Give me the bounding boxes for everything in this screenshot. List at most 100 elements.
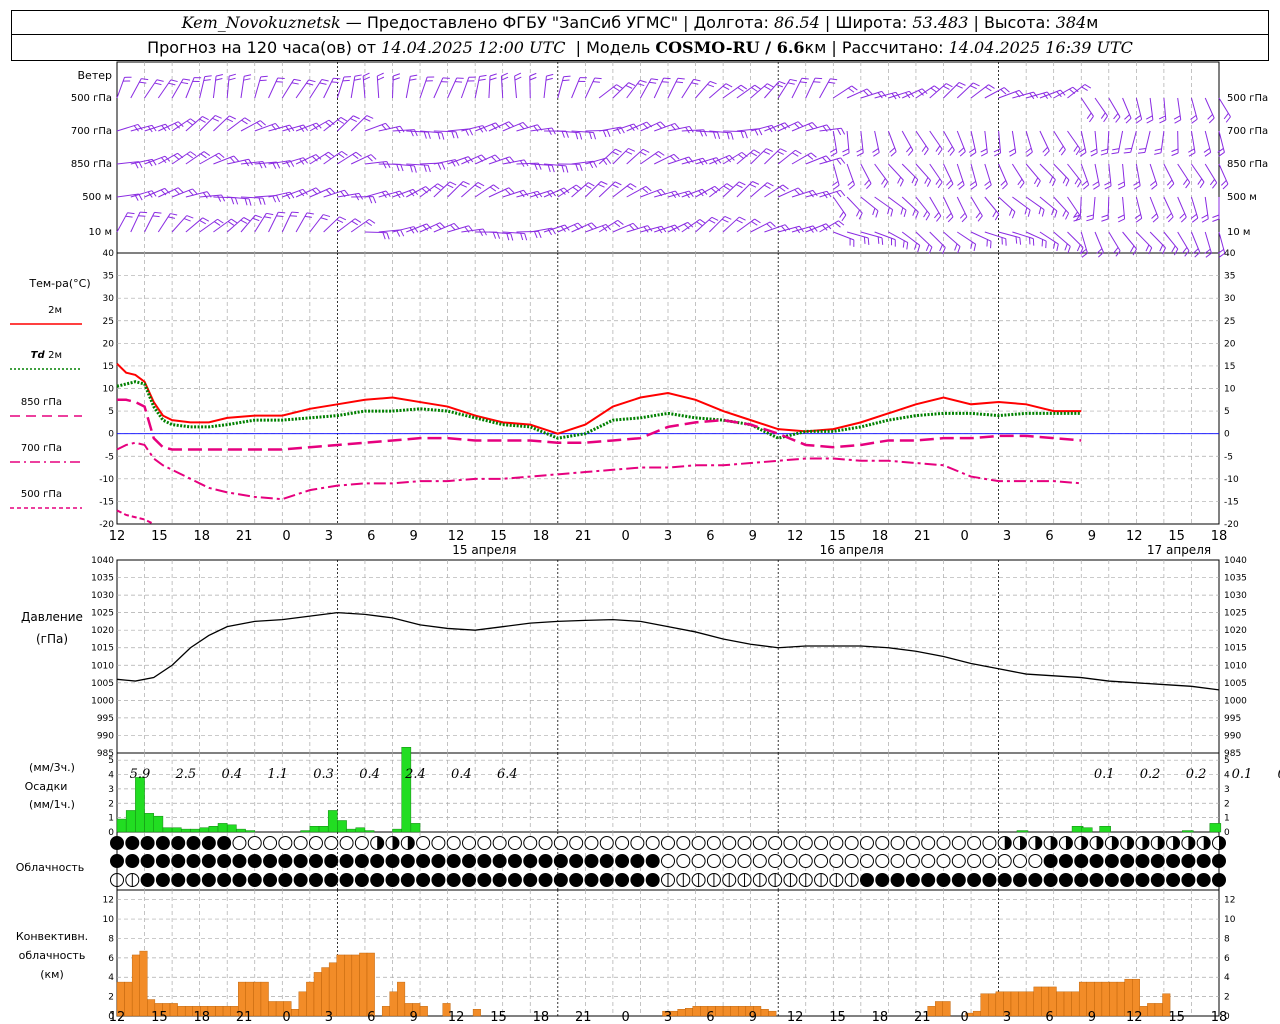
- cloud-cover-icon: [492, 836, 507, 850]
- wind-barb-feather: [1086, 218, 1094, 222]
- cloud-fill: [554, 854, 568, 868]
- precip-bar: [355, 827, 366, 833]
- wind-barb: [832, 163, 840, 190]
- cloud-circle: [584, 836, 599, 850]
- cloud-fill: [1120, 873, 1134, 887]
- wind-barb-feather: [611, 184, 619, 189]
- wind-barb-feather: [1081, 252, 1088, 258]
- precip-bar: [309, 826, 320, 833]
- wind-barb-shaft: [667, 78, 679, 99]
- hour-tick-label: 9: [410, 529, 418, 544]
- wind-barb-feather: [625, 84, 633, 89]
- cloud-circle: [875, 836, 890, 850]
- wind-barb: [736, 181, 760, 198]
- wind-barb: [240, 161, 267, 169]
- wind-barb-feather: [602, 130, 607, 138]
- wind-barb: [1177, 163, 1191, 189]
- cloud-circle: [722, 836, 737, 850]
- wind-barb-feather: [217, 218, 224, 224]
- wind-barb-feather: [1077, 181, 1082, 188]
- wind-barb-shaft: [970, 196, 983, 217]
- wind-barb: [1053, 163, 1070, 187]
- temp-tick-left: 40: [103, 249, 115, 259]
- hour-tick-label-bottom: 9: [749, 1010, 757, 1024]
- wind-barb: [777, 187, 804, 198]
- cloud-cover-icon: [110, 836, 124, 850]
- cloud-cover-icon: [308, 836, 323, 850]
- wind-barb-shaft: [998, 196, 1016, 213]
- pressure-line: [116, 611, 1220, 691]
- wind-barb-feather: [1073, 145, 1079, 152]
- cloud-cover-icon: [507, 854, 522, 868]
- cloud-cover-icon: [1013, 836, 1028, 850]
- cloud-circle: [263, 836, 278, 850]
- wind-barb: [805, 77, 823, 99]
- cloud-fill: [110, 854, 124, 868]
- cloud-fill: [294, 873, 308, 887]
- wind-barb-feather: [980, 152, 988, 157]
- wind-barb-feather: [613, 86, 620, 92]
- precip-bar: [318, 826, 329, 833]
- wind-barb-feather: [478, 78, 486, 81]
- precip-bar: [1099, 826, 1111, 833]
- wind-barb-feather: [382, 232, 386, 240]
- wind-barb: [1177, 231, 1190, 257]
- temp-tick-right: 10: [1224, 385, 1236, 395]
- wind-barb-feather: [936, 215, 942, 222]
- wind-barb-feather: [1011, 211, 1016, 219]
- wind-barb-feather: [780, 148, 787, 153]
- wind-barb-feather: [969, 180, 977, 186]
- wind-barb-feather: [244, 74, 252, 77]
- wind-barb-feather: [400, 164, 404, 172]
- cloud-circle: [921, 836, 936, 850]
- wind-barb-feather: [714, 185, 721, 192]
- cloud-circle: [951, 854, 966, 868]
- header-line-2: Прогноз на 120 часа(ов) от 14.04.2025 12…: [11, 34, 1269, 61]
- cloud-cover-icon: [1120, 836, 1135, 850]
- cloud-cover-icon: [584, 836, 599, 850]
- temp-tick-left: 10: [103, 385, 115, 395]
- wind-barb-shaft: [750, 182, 768, 198]
- wind-barb: [1117, 196, 1126, 223]
- cloud-fill: [1111, 836, 1119, 850]
- wind-barb-shaft: [171, 78, 184, 99]
- conv-bar: [1063, 991, 1072, 1017]
- wind-barb-shaft: [1012, 231, 1034, 240]
- wind-barb: [970, 84, 995, 99]
- precip-bar: [1209, 823, 1222, 833]
- wind-barb-feather: [782, 184, 789, 190]
- wind-barb-feather: [215, 115, 222, 119]
- wind-barb-feather: [1168, 183, 1175, 190]
- wind-barb: [915, 163, 932, 187]
- wind-barb-feather: [562, 79, 570, 82]
- wind-barb-shaft: [281, 79, 295, 99]
- cloud-cover-icon: [155, 873, 170, 887]
- hour-tick-label: 6: [367, 529, 375, 544]
- precip-bar: [1081, 827, 1093, 833]
- wind-barb-feather: [970, 241, 973, 249]
- wind-barb: [584, 181, 608, 198]
- cloud-fill: [377, 836, 384, 850]
- wind-barb-feather: [1090, 148, 1098, 153]
- wind-barb: [1092, 163, 1100, 190]
- cloud-cover-icon: [599, 854, 614, 868]
- cloud-cover-icon: [110, 873, 124, 887]
- wind-barb-feather: [900, 207, 904, 215]
- cloud-fill: [171, 854, 185, 868]
- cloud-cover-icon: [691, 873, 706, 887]
- calc-time: 14.04.2025 16:39 UTC: [948, 38, 1133, 57]
- cloud-cover-icon: [492, 873, 507, 887]
- wind-barb-feather: [413, 165, 417, 173]
- wind-barb-feather: [437, 132, 441, 140]
- wind-barb-shaft: [212, 76, 217, 99]
- cloud-circle: [844, 836, 859, 850]
- temp-legend-label: 850 гПа: [21, 397, 62, 408]
- wind-barb-shaft: [929, 231, 946, 248]
- wind-barb-feather: [730, 132, 734, 140]
- wind-barb-feather: [970, 85, 977, 90]
- wind-barb-shaft: [1190, 231, 1201, 253]
- cloud-cover-icon: [462, 873, 477, 887]
- cloud-cover-icon: [523, 873, 538, 887]
- hour-tick-label-bottom: 6: [1045, 1010, 1053, 1024]
- wind-barb: [309, 214, 331, 233]
